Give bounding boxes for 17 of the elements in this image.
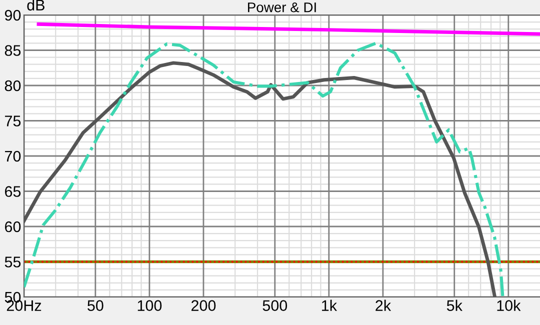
x-tick-label: 2k [376, 300, 392, 311]
x-tick-label: 10k [497, 300, 521, 311]
x-tick-label: 50 [88, 300, 104, 311]
x-tick-label: 100 [138, 300, 162, 311]
y-tick-label: 90 [4, 10, 21, 21]
y-tick-label: 85 [4, 45, 21, 56]
x-tick-label: 200 [192, 300, 216, 311]
x-tick-label: 5k [446, 300, 462, 311]
y-tick-label: 60 [5, 221, 21, 232]
y-tick-label: 75 [5, 116, 21, 126]
y-tick-label: 70 [5, 150, 21, 162]
y-tick-label: 55 [4, 256, 21, 268]
y-tick-label: 80 [4, 80, 21, 92]
y-tick-label: 65 [5, 186, 21, 197]
x-tick-label: 1k [322, 300, 338, 311]
chart-title: Power & DI [248, 2, 316, 12]
x-tick-label: 500 [262, 300, 288, 311]
